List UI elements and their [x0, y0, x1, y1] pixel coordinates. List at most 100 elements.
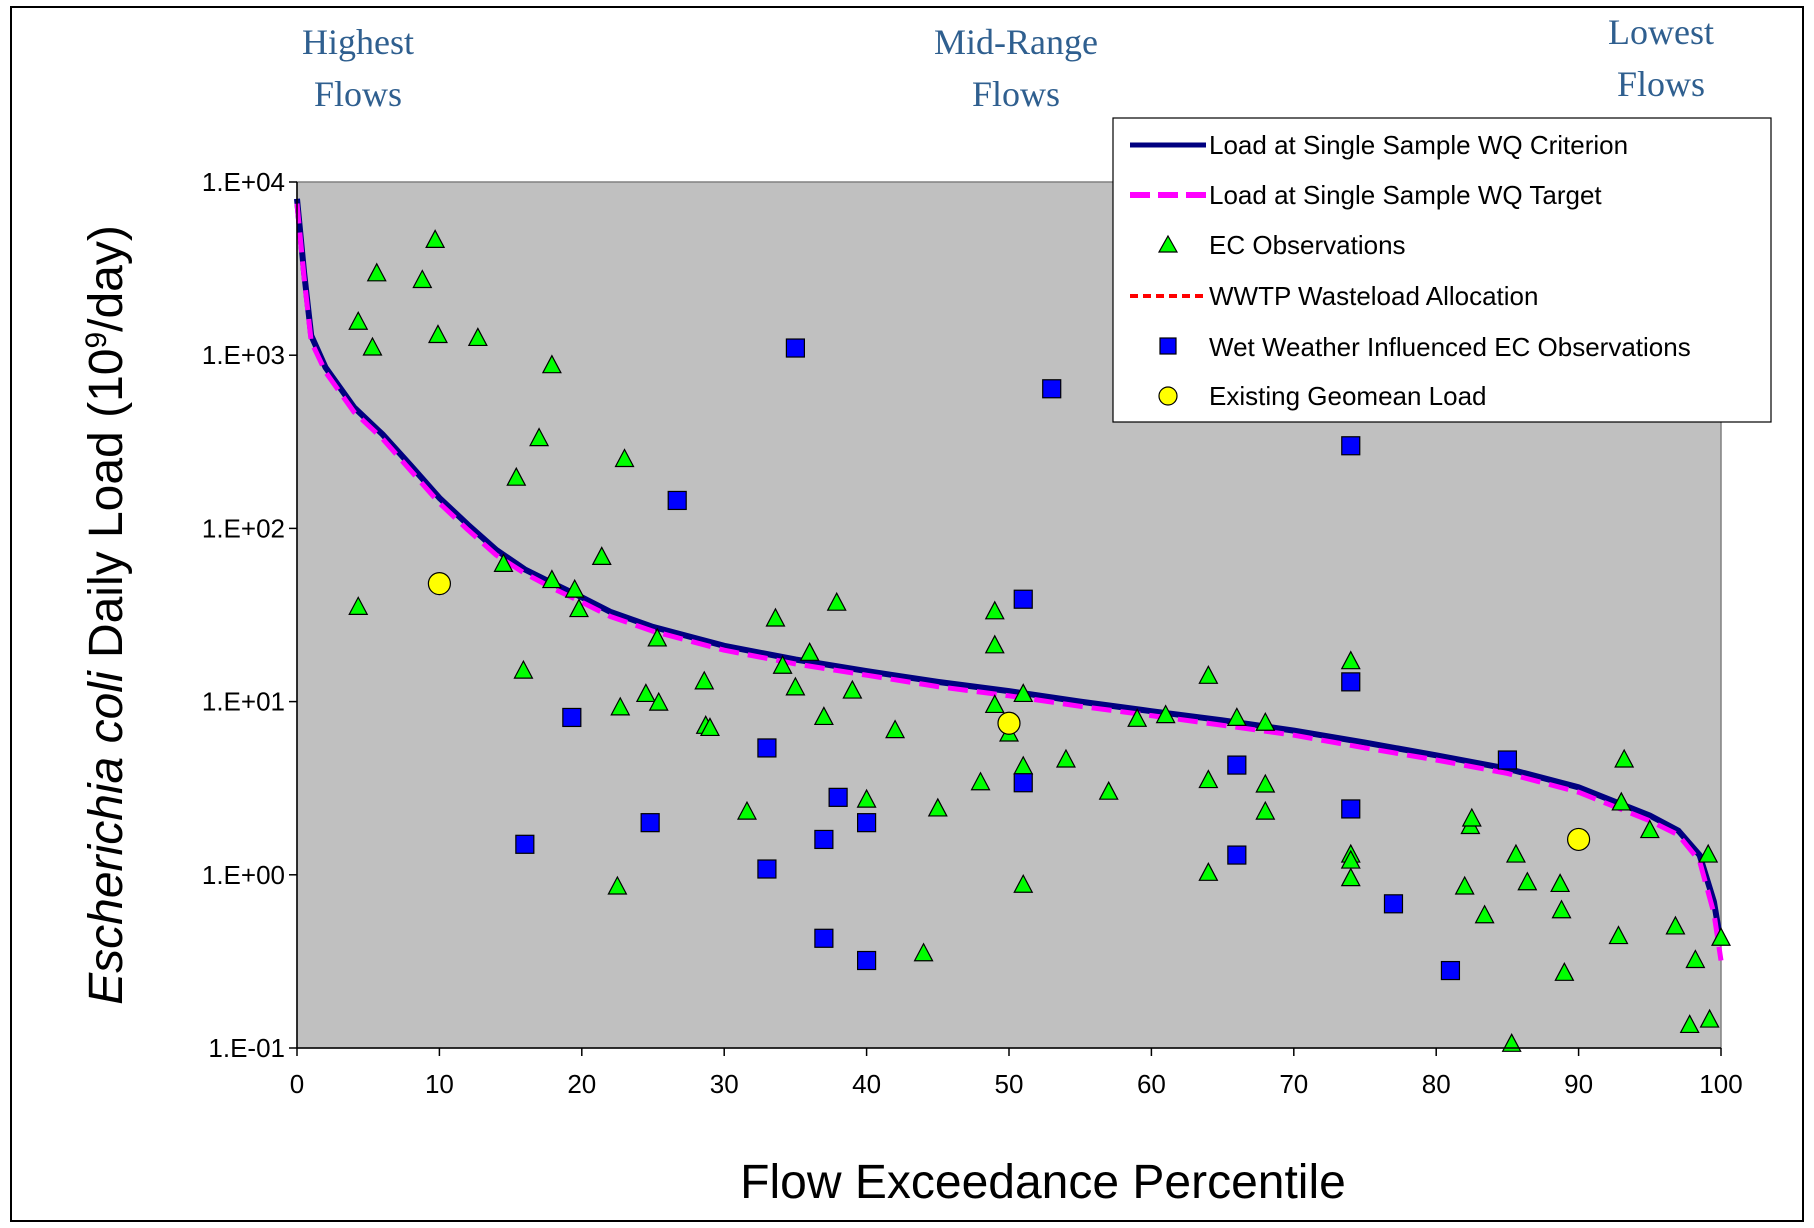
- x-tick-label: 0: [290, 1069, 304, 1099]
- wet-weather-point: [1497, 750, 1518, 770]
- x-tick-label: 90: [1564, 1069, 1593, 1099]
- wet-weather-point: [1383, 894, 1404, 914]
- region-mid-line2: Flows: [971, 74, 1061, 114]
- x-tick-label: 30: [710, 1069, 739, 1099]
- wet-weather-point: [1013, 773, 1033, 793]
- ec-observation-point: [362, 336, 383, 356]
- ec-observation-point: [826, 591, 847, 611]
- ec-observation-point: [856, 788, 877, 808]
- y-axis-title-end: /day): [80, 225, 133, 332]
- y-tick-label: 1.E+03: [202, 340, 285, 370]
- ec-observation-point: [607, 875, 628, 895]
- ec-observation-point: [1608, 925, 1629, 945]
- wet-weather-point: [1227, 845, 1247, 865]
- wet-weather-point: [856, 950, 877, 971]
- ec-observation-point: [1639, 819, 1660, 839]
- ec-observation-point: [1551, 899, 1572, 919]
- region-mid-line1: Mid-Range: [934, 22, 1098, 62]
- wet-weather-point: [562, 707, 582, 728]
- wet-weather-point: [1227, 755, 1247, 775]
- legend-label-criterion: Load at Single Sample WQ Criterion: [1209, 130, 1628, 160]
- ec-observation-point: [425, 229, 446, 249]
- wet-weather-point: [1341, 672, 1361, 692]
- ec-observation-point: [348, 596, 369, 615]
- ec-observation-point: [1505, 843, 1526, 863]
- ec-observation-point: [1611, 791, 1632, 811]
- wet-weather-point: [1341, 799, 1361, 819]
- ec-observation-point: [765, 607, 786, 627]
- ec-observation-point: [694, 670, 715, 690]
- ec-observation-point: [1255, 800, 1276, 820]
- wet-weather-point: [856, 813, 877, 833]
- geomean-point: [1566, 827, 1591, 852]
- ec-observation-point: [610, 696, 631, 716]
- wet-weather-point: [640, 813, 660, 833]
- ec-observation-point: [564, 578, 585, 598]
- ec-observation-point: [1340, 867, 1361, 887]
- legend-label-wwtp: WWTP Wasteload Allocation: [1209, 281, 1538, 311]
- legend-label-ec: EC Observations: [1209, 230, 1406, 260]
- ec-observation-point: [842, 679, 863, 699]
- region-label-lowest: Lowest Flows: [1531, 6, 1791, 110]
- x-axis-title: Flow Exceedance Percentile: [740, 1156, 1346, 1209]
- ec-observation-point: [1461, 807, 1482, 827]
- ec-observation-point: [1198, 769, 1219, 789]
- x-tick-label: 40: [852, 1069, 881, 1099]
- ec-observation-point: [984, 694, 1005, 714]
- ec-observation-point: [635, 683, 656, 703]
- ec-observation-point: [1013, 873, 1034, 893]
- legend-label-geomean: Existing Geomean Load: [1209, 381, 1487, 411]
- wet-weather-point: [667, 490, 687, 511]
- ec-observation-point: [1685, 949, 1706, 969]
- wet-weather-point: [1013, 589, 1033, 609]
- wet-weather-point: [757, 738, 777, 758]
- ec-observation-point: [1226, 707, 1247, 726]
- ec-observation-point: [614, 448, 635, 468]
- legend: Load at Single Sample WQ Criterion Load …: [1112, 117, 1772, 423]
- x-tick-label: 100: [1699, 1069, 1742, 1099]
- ec-observation-point: [1127, 708, 1148, 727]
- y-tick-label: 1.E+01: [202, 687, 285, 717]
- ec-observation-point: [541, 354, 562, 374]
- ec-observation-point: [427, 324, 448, 344]
- ec-observation-point: [913, 942, 934, 962]
- y-tick-label: 1.E+04: [202, 167, 285, 197]
- ec-observation-point: [1711, 927, 1731, 946]
- ec-observation-point: [772, 654, 793, 674]
- y-axis-title-sup: 9: [80, 332, 113, 349]
- ec-observation-point: [467, 327, 488, 347]
- legend-swatch-geomean: [1158, 386, 1178, 406]
- ec-observation-point: [1340, 650, 1361, 670]
- geomean-point: [427, 572, 451, 596]
- ec-observation-point: [568, 598, 589, 618]
- wet-weather-point: [785, 338, 806, 358]
- legend-swatch-ec: [1157, 234, 1179, 253]
- ec-observation-point: [1055, 748, 1076, 768]
- x-tick-label: 20: [567, 1069, 596, 1099]
- ec-observation-point: [1698, 843, 1719, 863]
- legend-box: [1112, 117, 1772, 423]
- ec-observation-point: [513, 659, 534, 679]
- ec-observation-point: [1554, 962, 1575, 981]
- ec-observation-point: [984, 634, 1005, 654]
- wet-weather-point: [828, 787, 848, 807]
- region-lowest-line2: Flows: [1616, 64, 1706, 104]
- ec-observation-point: [1665, 915, 1686, 935]
- geomean-point: [997, 711, 1021, 735]
- ec-observation-point: [1198, 862, 1219, 881]
- ec-observation-point: [927, 797, 948, 817]
- ec-observation-point: [348, 310, 369, 330]
- ec-observation-point: [506, 466, 527, 486]
- ec-observation-point: [970, 771, 991, 791]
- series-line-0: [294, 198, 1724, 945]
- y-axis-title-rest: Daily Load (10: [80, 349, 133, 672]
- ec-observation-point: [1517, 871, 1538, 891]
- legend-swatch-wet: [1159, 337, 1177, 355]
- ec-observation-point: [529, 427, 550, 447]
- legend-label-target: Load at Single Sample WQ Target: [1209, 180, 1602, 210]
- y-axis-title-italic: Escherichia coli: [80, 670, 133, 1005]
- ec-observation-point: [1454, 875, 1475, 895]
- ec-observation-point: [1155, 704, 1176, 724]
- y-axis-title: Escherichia coli Daily Load (109/day): [80, 225, 134, 1005]
- ec-observation-point: [1255, 773, 1276, 793]
